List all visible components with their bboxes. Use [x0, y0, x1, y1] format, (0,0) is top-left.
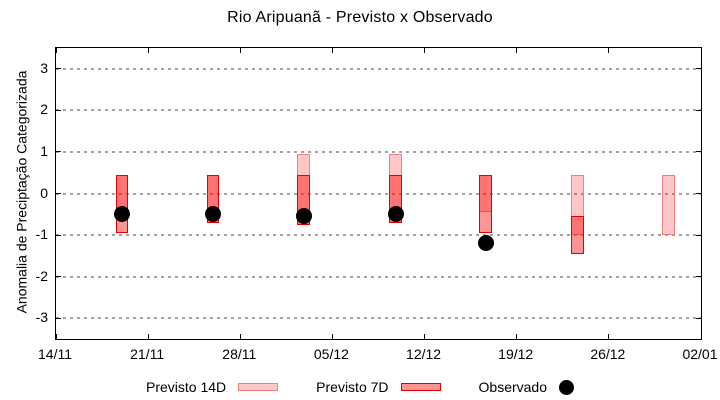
y-tick-mark-right — [696, 276, 701, 278]
x-tick-mark-top — [331, 48, 333, 53]
y-tick-mark-left — [56, 151, 61, 153]
x-tick-mark-top — [424, 48, 426, 53]
x-tick-mark-bottom — [700, 334, 702, 339]
x-tick-label: 21/11 — [130, 346, 165, 362]
y-tick-mark-right — [696, 68, 701, 70]
legend-label-previsto-14d: Previsto 14D — [146, 379, 227, 395]
previsto-7d-bar — [479, 174, 492, 233]
gridline-y0 — [56, 192, 701, 195]
gridline-y-1 — [56, 234, 701, 237]
legend-label-previsto-7d: Previsto 7D — [316, 379, 389, 395]
x-tick-mark-top — [608, 48, 610, 53]
x-tick-mark-top — [239, 48, 241, 53]
y-tick-label: -1 — [35, 226, 48, 243]
previsto-7d-bar — [571, 216, 584, 254]
y-tick-mark-left — [56, 193, 61, 194]
x-tick-mark-bottom — [239, 334, 241, 339]
previsto-14d-bar — [571, 174, 584, 236]
previsto-14d-swatch-icon — [238, 383, 279, 391]
gridline-y2 — [56, 109, 701, 112]
y-tick-mark-left — [56, 276, 61, 278]
observado-dot-icon — [559, 379, 574, 395]
x-tick-mark-top — [147, 48, 149, 53]
x-tick-label: 19/12 — [498, 346, 534, 362]
x-tick-label: 28/11 — [222, 346, 257, 362]
y-tick-mark-right — [696, 151, 701, 153]
x-tick-label: 12/12 — [406, 346, 442, 362]
y-tick-label: 0 — [40, 184, 48, 201]
chart-title: Rio Aripuanã - Previsto x Observado — [227, 9, 493, 26]
legend-label-observado: Observado — [478, 379, 547, 395]
x-tick-label: 26/12 — [590, 346, 626, 362]
x-tick-mark-bottom — [331, 334, 333, 339]
y-tick-label: 3 — [40, 59, 48, 76]
y-tick-label: 1 — [40, 142, 48, 159]
legend-item-previsto-14d: Previsto 14D — [146, 379, 279, 395]
previsto-7d-bar — [115, 174, 129, 233]
x-tick-mark-bottom — [147, 334, 149, 339]
x-tick-mark-bottom — [424, 334, 426, 339]
y-tick-mark-right — [696, 234, 701, 236]
gridline-y-3 — [56, 317, 701, 320]
y-tick-mark-right — [696, 193, 701, 194]
gridline-y3 — [56, 67, 701, 70]
previsto-14d-bar — [661, 174, 675, 236]
y-tick-mark-left — [56, 109, 61, 111]
legend-item-previsto-7d: Previsto 7D — [316, 379, 441, 395]
y-tick-mark-left — [56, 317, 61, 319]
observado-point — [204, 206, 221, 223]
y-tick-mark-left — [56, 234, 61, 236]
x-tick-mark-bottom — [608, 334, 610, 339]
x-tick-mark-top — [700, 48, 702, 53]
observado-point — [295, 208, 312, 225]
y-tick-label: -3 — [35, 309, 48, 326]
x-tick-mark-top — [55, 48, 57, 53]
x-tick-mark-bottom — [55, 334, 57, 339]
gridline-y1 — [56, 150, 701, 153]
observado-point — [113, 206, 130, 223]
x-tick-mark-bottom — [516, 334, 518, 339]
y-tick-label: 2 — [40, 101, 48, 118]
plot-area — [55, 47, 702, 340]
legend-item-observado: Observado — [479, 379, 574, 395]
x-tick-mark-top — [516, 48, 518, 53]
y-tick-mark-left — [56, 68, 61, 70]
legend: Previsto 14D Previsto 7D Observado — [0, 376, 720, 398]
observado-point — [387, 206, 404, 223]
x-tick-label: 02/01 — [682, 346, 718, 362]
y-tick-mark-right — [696, 317, 701, 319]
gridline-y-2 — [56, 275, 701, 278]
y-tick-label: -2 — [35, 267, 48, 284]
y-tick-mark-right — [696, 109, 701, 111]
x-tick-label: 14/11 — [38, 346, 72, 362]
previsto-7d-swatch-icon — [400, 383, 441, 391]
x-tick-label: 05/12 — [313, 346, 349, 362]
observado-point — [477, 235, 494, 252]
